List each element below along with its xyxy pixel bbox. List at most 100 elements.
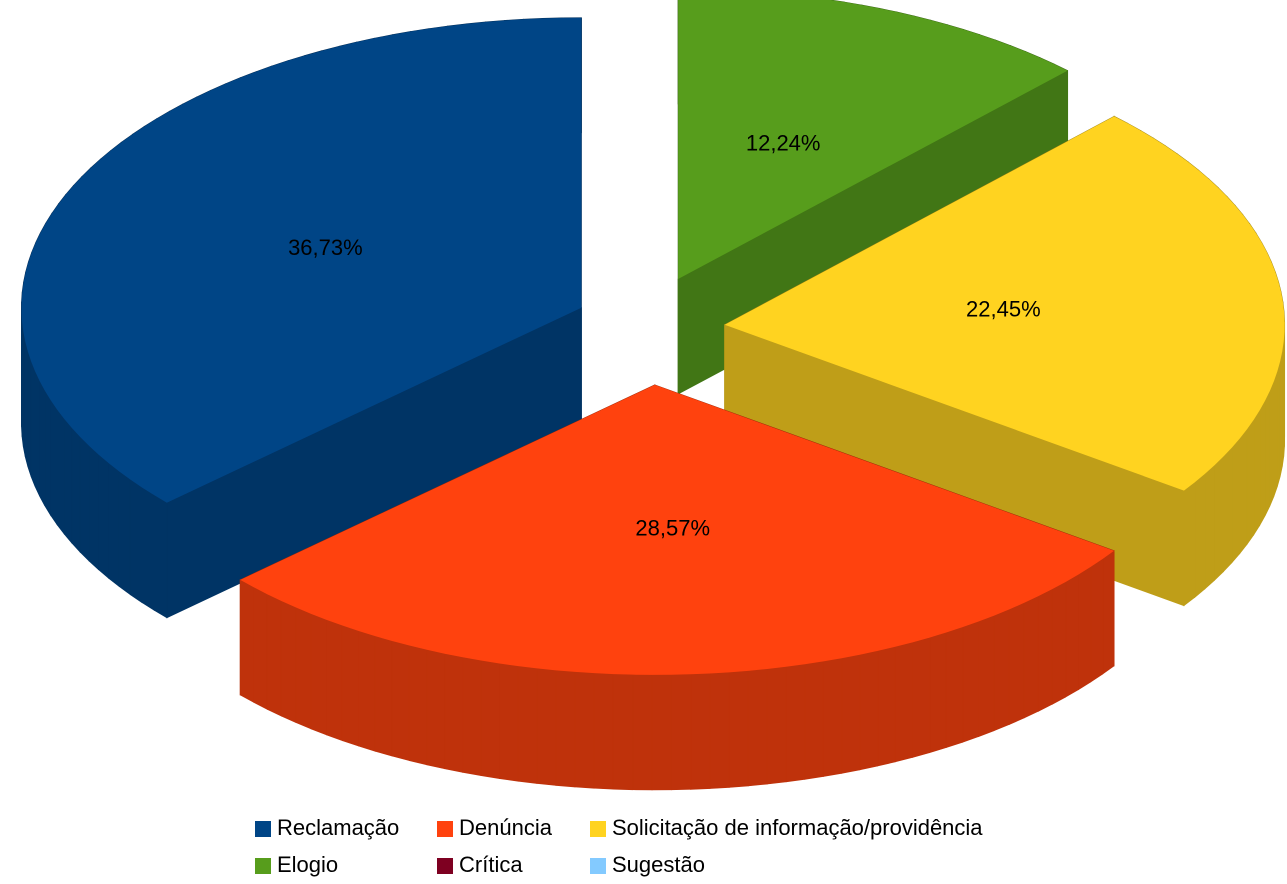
slice-side <box>1038 588 1053 712</box>
slice-side <box>280 600 297 724</box>
slice-side <box>88 444 99 571</box>
legend-label: Denúncia <box>459 815 553 840</box>
slice-side <box>444 653 464 773</box>
slice-side <box>593 672 614 790</box>
slice-side <box>239 579 254 703</box>
legend-swatch <box>590 821 606 837</box>
slice-side <box>50 398 58 526</box>
slice-side <box>295 606 312 730</box>
slice-side <box>912 637 931 758</box>
slice-top <box>240 384 1115 675</box>
slice-side <box>79 435 90 562</box>
slice-side <box>766 666 787 785</box>
slice-side <box>1102 550 1115 675</box>
slice-side <box>1214 455 1224 582</box>
slice-side <box>30 361 36 487</box>
slice-side <box>929 631 947 754</box>
data-label: 28,57% <box>635 515 710 540</box>
slice-side <box>141 486 155 611</box>
slice-side <box>310 613 327 736</box>
slice-top <box>678 0 1068 280</box>
slice-side <box>1204 464 1215 590</box>
slice-side <box>728 670 749 788</box>
slice-side <box>894 641 914 763</box>
slice-side <box>253 586 268 710</box>
slice-side <box>536 667 557 786</box>
slice-side <box>480 660 500 779</box>
slice-side <box>326 619 343 742</box>
slice-side <box>56 408 65 535</box>
slice-side <box>841 654 861 774</box>
slice-side <box>1183 481 1196 607</box>
legend-swatch <box>437 858 453 874</box>
slice-side <box>993 608 1010 732</box>
slice-side <box>1194 473 1206 599</box>
slice-side <box>426 649 446 770</box>
legend-label: Sugestão <box>612 852 705 877</box>
legend-label: Elogio <box>277 852 338 877</box>
data-label: 12,24% <box>746 130 821 155</box>
slice-side <box>118 470 131 596</box>
legend-swatch <box>437 821 453 837</box>
slice-side <box>574 671 595 789</box>
slice-side <box>632 674 653 791</box>
slice-side <box>39 380 46 506</box>
slice-top <box>21 17 582 503</box>
slice-side <box>1259 399 1266 527</box>
legend-swatch <box>255 858 271 874</box>
slice-side <box>63 417 73 544</box>
slice-side <box>1065 573 1079 698</box>
slice-top <box>724 116 1285 491</box>
slice-side <box>98 453 109 579</box>
slice-side <box>962 620 979 743</box>
slice-side <box>1246 418 1255 546</box>
slice-side <box>1269 381 1275 507</box>
legend-swatch <box>255 821 271 837</box>
slice-side <box>651 674 672 791</box>
slice-side <box>34 371 40 497</box>
slice-side <box>391 640 410 762</box>
slice <box>21 17 582 619</box>
slice-side <box>1276 361 1281 487</box>
slice-side <box>804 660 824 780</box>
legend-label: Crítica <box>459 852 523 877</box>
slice <box>239 384 1115 791</box>
slice-side <box>709 671 730 789</box>
slice-side <box>517 665 538 784</box>
slice-side <box>670 673 692 791</box>
slice-side <box>877 646 896 767</box>
data-label: 36,73% <box>288 235 363 260</box>
slice-side <box>859 650 879 771</box>
slice-side <box>785 663 806 783</box>
slice-side <box>108 462 120 588</box>
slice-side <box>1239 427 1248 555</box>
slice-side <box>1223 446 1233 573</box>
slice-side <box>129 478 143 604</box>
legend-label: Reclamação <box>277 815 399 840</box>
legend-label: Solicitação de informação/providência <box>612 815 983 840</box>
slice-side <box>612 673 634 791</box>
slice-side <box>747 668 768 787</box>
slice-side <box>690 673 711 790</box>
slice-side <box>555 669 576 788</box>
slice-side <box>374 635 393 757</box>
slice-side <box>1090 558 1104 683</box>
slice-side <box>1231 437 1241 564</box>
slice-side <box>1273 371 1278 497</box>
slice-side <box>1253 408 1261 537</box>
slice-side <box>1008 602 1025 725</box>
slice-side <box>358 630 376 752</box>
slice-side <box>266 593 282 717</box>
slice-side <box>1051 581 1067 705</box>
slice-side <box>945 626 964 749</box>
slice-side <box>71 426 81 553</box>
slice-side <box>153 494 168 619</box>
legend-swatch <box>590 858 606 874</box>
slice-side <box>1023 595 1039 719</box>
slice-side <box>341 625 359 747</box>
slice-side <box>462 656 482 777</box>
slice-side <box>499 663 519 782</box>
slice-side <box>1078 566 1092 691</box>
slice-side <box>1264 390 1271 516</box>
